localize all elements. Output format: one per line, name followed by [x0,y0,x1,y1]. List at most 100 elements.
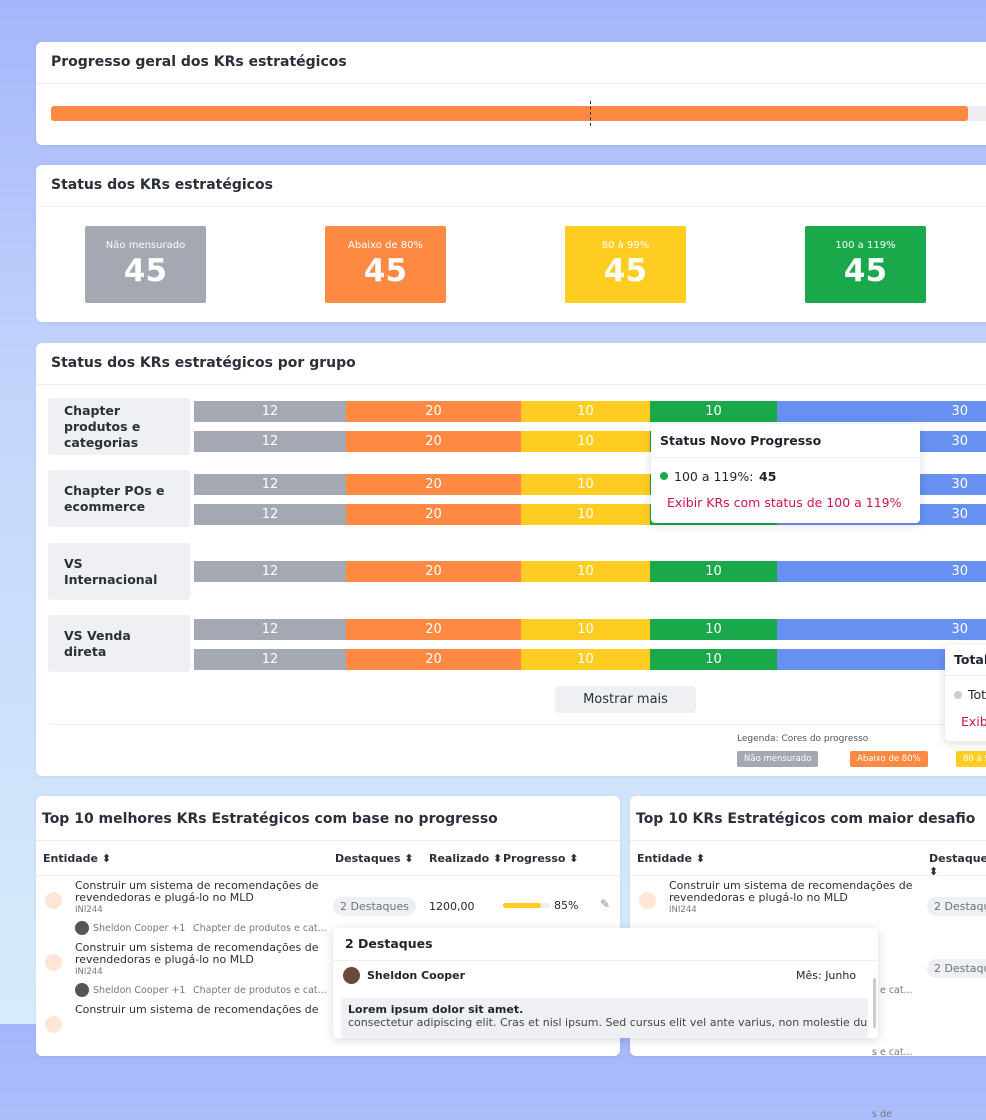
row-progress: 85% [554,899,579,912]
row-code: INI244 [669,905,697,915]
bar-segment: 12 [194,649,346,670]
target-marker [590,101,591,126]
card: Status dos KRs estratégicos Não mensurado… [36,165,986,322]
bar-segment: 20 [346,474,521,495]
bar-segment: 10 [650,401,777,422]
bar-segment: 20 [346,561,521,582]
divider [945,675,986,676]
divider [36,875,620,876]
status-card: Não mensurado 45 [85,226,206,303]
legend-title: Legenda: Cores do progresso [737,734,869,744]
status-card: Abaixo de 80% 45 [325,226,446,303]
status-label: Abaixo de 80% [348,240,423,251]
tooltip-label: 100 a 119%: [674,469,754,484]
legend-item: Abaixo de 80% [850,751,928,767]
bar-segment: 10 [521,619,650,640]
bar-segment: 12 [194,431,346,452]
tooltip-label: Tot [968,687,986,702]
highlight-pill: 2 Destaques [333,897,416,916]
popover: 2 Destaques Sheldon Cooper Mês: Junho Lorem… [333,928,878,1038]
popover-month: Mês: Junho [796,969,857,982]
legend-dot [954,691,962,699]
status-value: 45 [603,253,648,289]
row-text: Construir um sistema de recomendações de [75,1003,319,1016]
divider [36,83,986,84]
bar-segment: 10 [650,649,777,670]
column-header: Entidade ⬍ [637,852,706,865]
bar-segment: 20 [346,431,521,452]
status-card: 80 à 99% 45 [565,226,686,303]
row-group: Chapter de produtos e cat... [193,923,327,934]
bar-segment: 30 [777,401,986,422]
legend-dot [660,472,668,480]
card: Progresso geral dos KRs estratégicos [36,42,986,145]
divider [50,724,986,725]
row-person: Sheldon Cooper +1 [93,923,186,934]
bar-segment: 10 [521,561,650,582]
bar-segment: 20 [346,401,521,422]
card-title: Progresso geral dos KRs estratégicos [51,54,347,70]
bar-segment: 12 [194,401,346,422]
divider [36,206,986,207]
tooltip-title: Total [954,652,986,667]
divider [36,840,620,841]
bar-segment: 20 [346,619,521,640]
bar-segment: 10 [521,649,650,670]
avatar [75,983,89,997]
row-icon [45,954,62,971]
popover-person: Sheldon Cooper [367,969,466,982]
avatar [343,967,360,984]
popover-text: consectetur adipiscing elit. Cras et nis… [348,1016,868,1029]
bar-segment: 12 [194,561,346,582]
progress-fill [503,903,541,908]
group-label: Chapter produtos e categorias [48,398,190,455]
column-header: Entidade ⬍ [43,852,112,865]
bar-segment: 20 [346,649,521,670]
tooltip-title: Status Novo Progresso [660,433,822,448]
bar-segment: 20 [346,504,521,525]
column-header: Progresso ⬍ [503,852,579,865]
bar-segment: 10 [521,504,650,525]
scrollbar [873,978,876,1028]
group-label: VS Venda direta [48,615,190,672]
popover-title: 2 Destaques [345,936,433,951]
highlight-pill: 2 Destaques [927,897,986,916]
bar-segment: 10 [650,619,777,640]
row-icon [45,1016,62,1033]
divider [333,960,878,961]
link[interactable]: Exibir KRs com status de 100 a 119% [667,495,902,510]
divider [630,875,986,876]
row-group: s e cat... [872,985,913,996]
row-group: s de [872,1109,892,1120]
bar-segment: 30 [777,561,986,582]
column-header: Destaques ⬍ [335,852,414,865]
divider [36,384,986,385]
row-code: INI244 [75,905,103,915]
progress-fill [51,106,968,121]
divider [651,457,920,458]
highlight-pill: 2 Destaques [927,959,986,978]
row-icon [45,892,62,909]
group-label: VS Internacional [48,543,190,600]
row-icon [639,892,656,909]
status-card: 100 a 119% 45 [805,226,926,303]
edit-icon: ✎ [600,897,611,911]
row-done: 1200,00 [429,900,475,913]
row-text: Construir um sistema de recomendações de… [75,879,319,904]
bar-segment: 30 [777,619,986,640]
button[interactable]: Mostrar mais [555,686,696,713]
row-person: Sheldon Cooper +1 [93,985,186,996]
tooltip-value: 45 [759,469,777,484]
link[interactable]: Exib [961,714,986,729]
column-header: Destaques ⬍ [929,852,986,878]
bar-segment: 10 [521,401,650,422]
row-text: Construir um sistema de recomendações de… [669,879,913,904]
status-value: 45 [123,253,168,289]
column-header: Realizado ⬍ [429,852,503,865]
row-code: INI244 [75,967,103,977]
bar-segment: 10 [521,474,650,495]
status-label: 100 a 119% [835,240,896,251]
bar-segment: 12 [194,504,346,525]
table-title: Top 10 melhores KRs Estratégicos com bas… [42,811,498,827]
